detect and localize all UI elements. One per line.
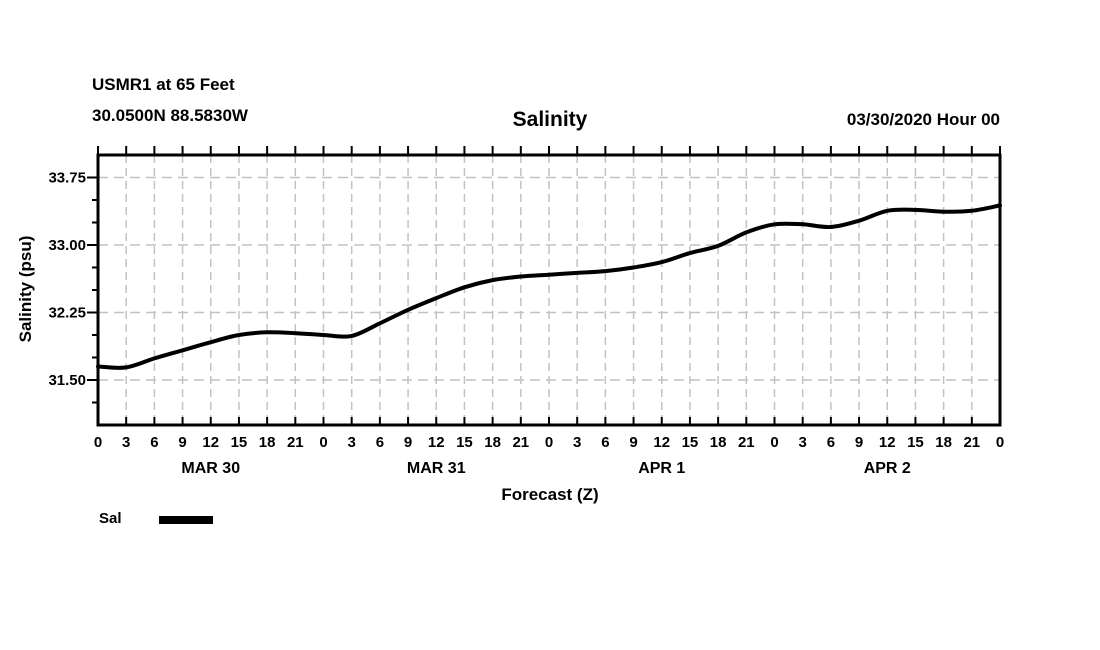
y-tick-label: 32.25 bbox=[48, 305, 86, 322]
x-tick-label: 12 bbox=[879, 434, 896, 451]
day-label: APR 2 bbox=[864, 460, 911, 477]
x-tick-label: 15 bbox=[231, 434, 248, 451]
x-tick-label: 6 bbox=[150, 434, 158, 451]
station-header: USMR1 at 65 Feet bbox=[92, 75, 235, 94]
x-tick-label: 21 bbox=[738, 434, 755, 451]
day-label: APR 1 bbox=[638, 460, 685, 477]
x-tick-label: 21 bbox=[287, 434, 304, 451]
x-tick-label: 3 bbox=[348, 434, 356, 451]
x-tick-label: 21 bbox=[963, 434, 980, 451]
x-tick-label: 0 bbox=[770, 434, 778, 451]
x-tick-label: 0 bbox=[94, 434, 102, 451]
x-tick-label: 15 bbox=[907, 434, 924, 451]
day-label: MAR 30 bbox=[181, 460, 240, 477]
y-tick-label: 33.00 bbox=[48, 237, 86, 254]
y-tick-label: 31.50 bbox=[48, 372, 86, 389]
x-tick-label: 12 bbox=[202, 434, 219, 451]
station-coordinates: 30.0500N 88.5830W bbox=[92, 106, 248, 125]
x-tick-label: 6 bbox=[601, 434, 609, 451]
x-tick-label: 6 bbox=[827, 434, 835, 451]
x-tick-label: 3 bbox=[799, 434, 807, 451]
y-tick-label: 33.75 bbox=[48, 170, 86, 187]
x-tick-label: 15 bbox=[456, 434, 473, 451]
salinity-series-line bbox=[96, 203, 1002, 370]
x-axis-label: Forecast (Z) bbox=[501, 485, 599, 504]
x-tick-label: 6 bbox=[376, 434, 384, 451]
x-tick-label: 21 bbox=[512, 434, 529, 451]
legend-line-swatch bbox=[159, 516, 213, 524]
x-tick-label: 0 bbox=[319, 434, 327, 451]
x-tick-label: 9 bbox=[178, 434, 186, 451]
chart-title: Salinity bbox=[512, 108, 588, 131]
x-tick-label: 9 bbox=[404, 434, 412, 451]
x-tick-label: 12 bbox=[653, 434, 670, 451]
x-tick-label: 18 bbox=[484, 434, 501, 451]
forecast-datetime: 03/30/2020 Hour 00 bbox=[846, 110, 1000, 129]
x-tick-label: 0 bbox=[545, 434, 553, 451]
x-tick-label: 3 bbox=[573, 434, 581, 451]
day-label: MAR 31 bbox=[407, 460, 466, 477]
x-tick-label: 0 bbox=[996, 434, 1004, 451]
x-tick-label: 12 bbox=[428, 434, 445, 451]
x-tick-label: 9 bbox=[855, 434, 863, 451]
x-tick-label: 9 bbox=[629, 434, 637, 451]
x-tick-label: 18 bbox=[259, 434, 276, 451]
x-tick-label: 18 bbox=[710, 434, 727, 451]
x-tick-label: 15 bbox=[682, 434, 699, 451]
legend-label: Sal bbox=[99, 510, 122, 527]
x-tick-label: 18 bbox=[935, 434, 952, 451]
x-tick-label: 3 bbox=[122, 434, 130, 451]
